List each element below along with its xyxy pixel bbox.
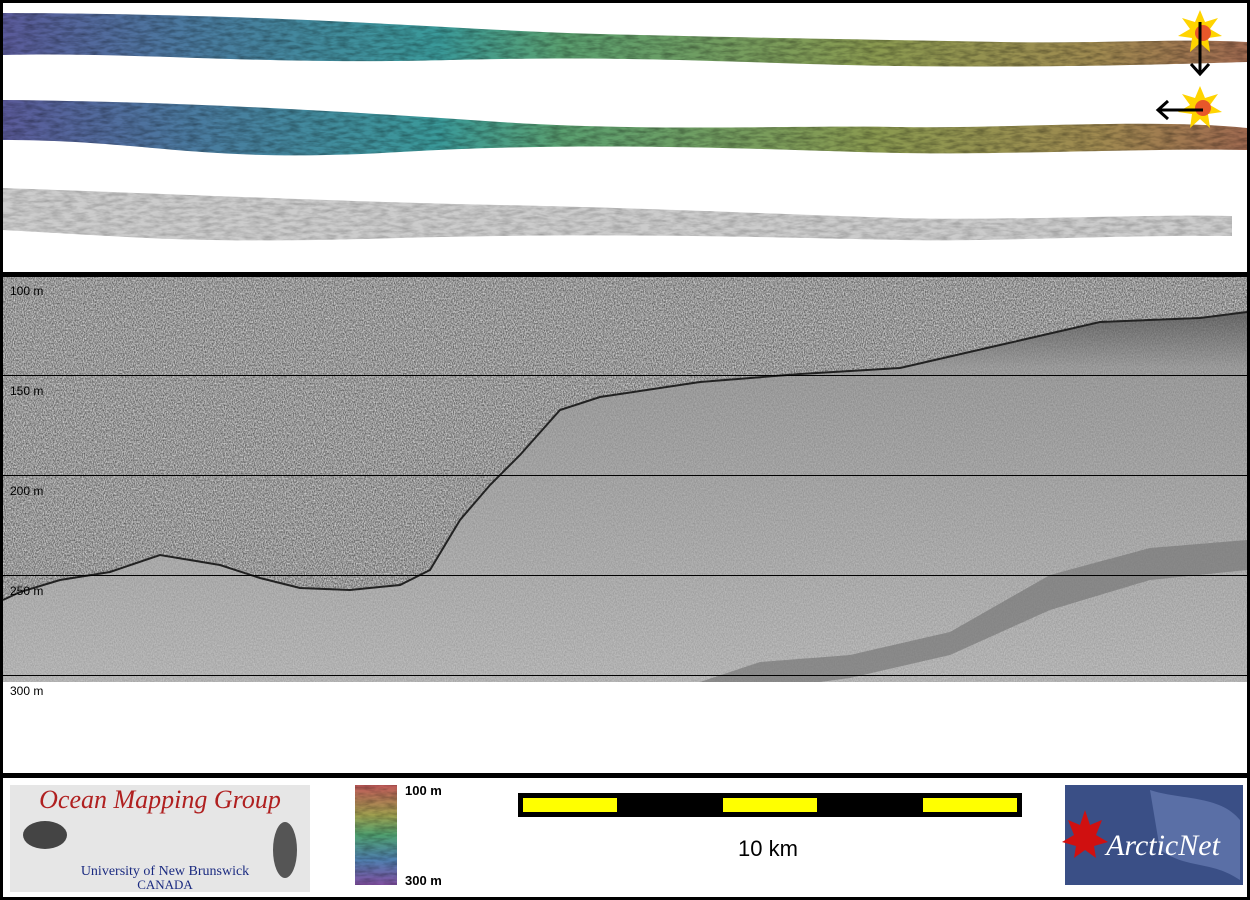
scale-segment	[523, 798, 617, 812]
sub-bottom-profile: 100 m 150 m 200 m 250 m 300 m	[2, 277, 1248, 698]
scale-segment	[923, 798, 1017, 812]
logo-vehicle	[273, 822, 297, 878]
colorbar-bottom-label: 300 m	[405, 873, 442, 888]
scale-bar: 10 km	[518, 793, 1022, 861]
depth-label: 200 m	[10, 484, 43, 498]
ocean-mapping-logo: Ocean Mapping Group University of New Br…	[10, 785, 310, 892]
depth-label: 150 m	[10, 384, 43, 398]
seafloor-line	[2, 311, 1248, 601]
divider	[0, 272, 1250, 277]
logo-leaf	[1062, 810, 1108, 858]
depth-label: 300 m	[10, 684, 43, 698]
scale-label: 10 km	[738, 836, 798, 861]
logo-title: Ocean Mapping Group	[39, 785, 281, 814]
scale-segment	[723, 798, 817, 812]
depth-label: 250 m	[10, 584, 43, 598]
logo-university: University of New Brunswick	[81, 864, 249, 879]
colorbar: 100 m 300 m	[355, 783, 442, 888]
swath-texture	[3, 188, 1232, 241]
sun-icon	[1178, 10, 1222, 77]
swath-shading	[3, 13, 1247, 67]
divider	[0, 773, 1250, 778]
colorbar-shading	[355, 785, 397, 885]
logo-country: CANADA	[137, 877, 193, 892]
depth-label: 100 m	[10, 284, 43, 298]
logo-vehicle	[23, 821, 67, 849]
swath-shading	[3, 100, 1247, 156]
depth-labels: 100 m 150 m 200 m 250 m 300 m	[10, 284, 43, 698]
arcticnet-logo: ArcticNet	[1062, 785, 1243, 885]
colorbar-top-label: 100 m	[405, 783, 442, 798]
logo-name: ArcticNet	[1104, 829, 1221, 862]
logo-map	[1150, 790, 1240, 880]
sun-icon	[1155, 86, 1222, 128]
depth-grid	[3, 375, 1247, 676]
swath-panel	[3, 10, 1247, 241]
